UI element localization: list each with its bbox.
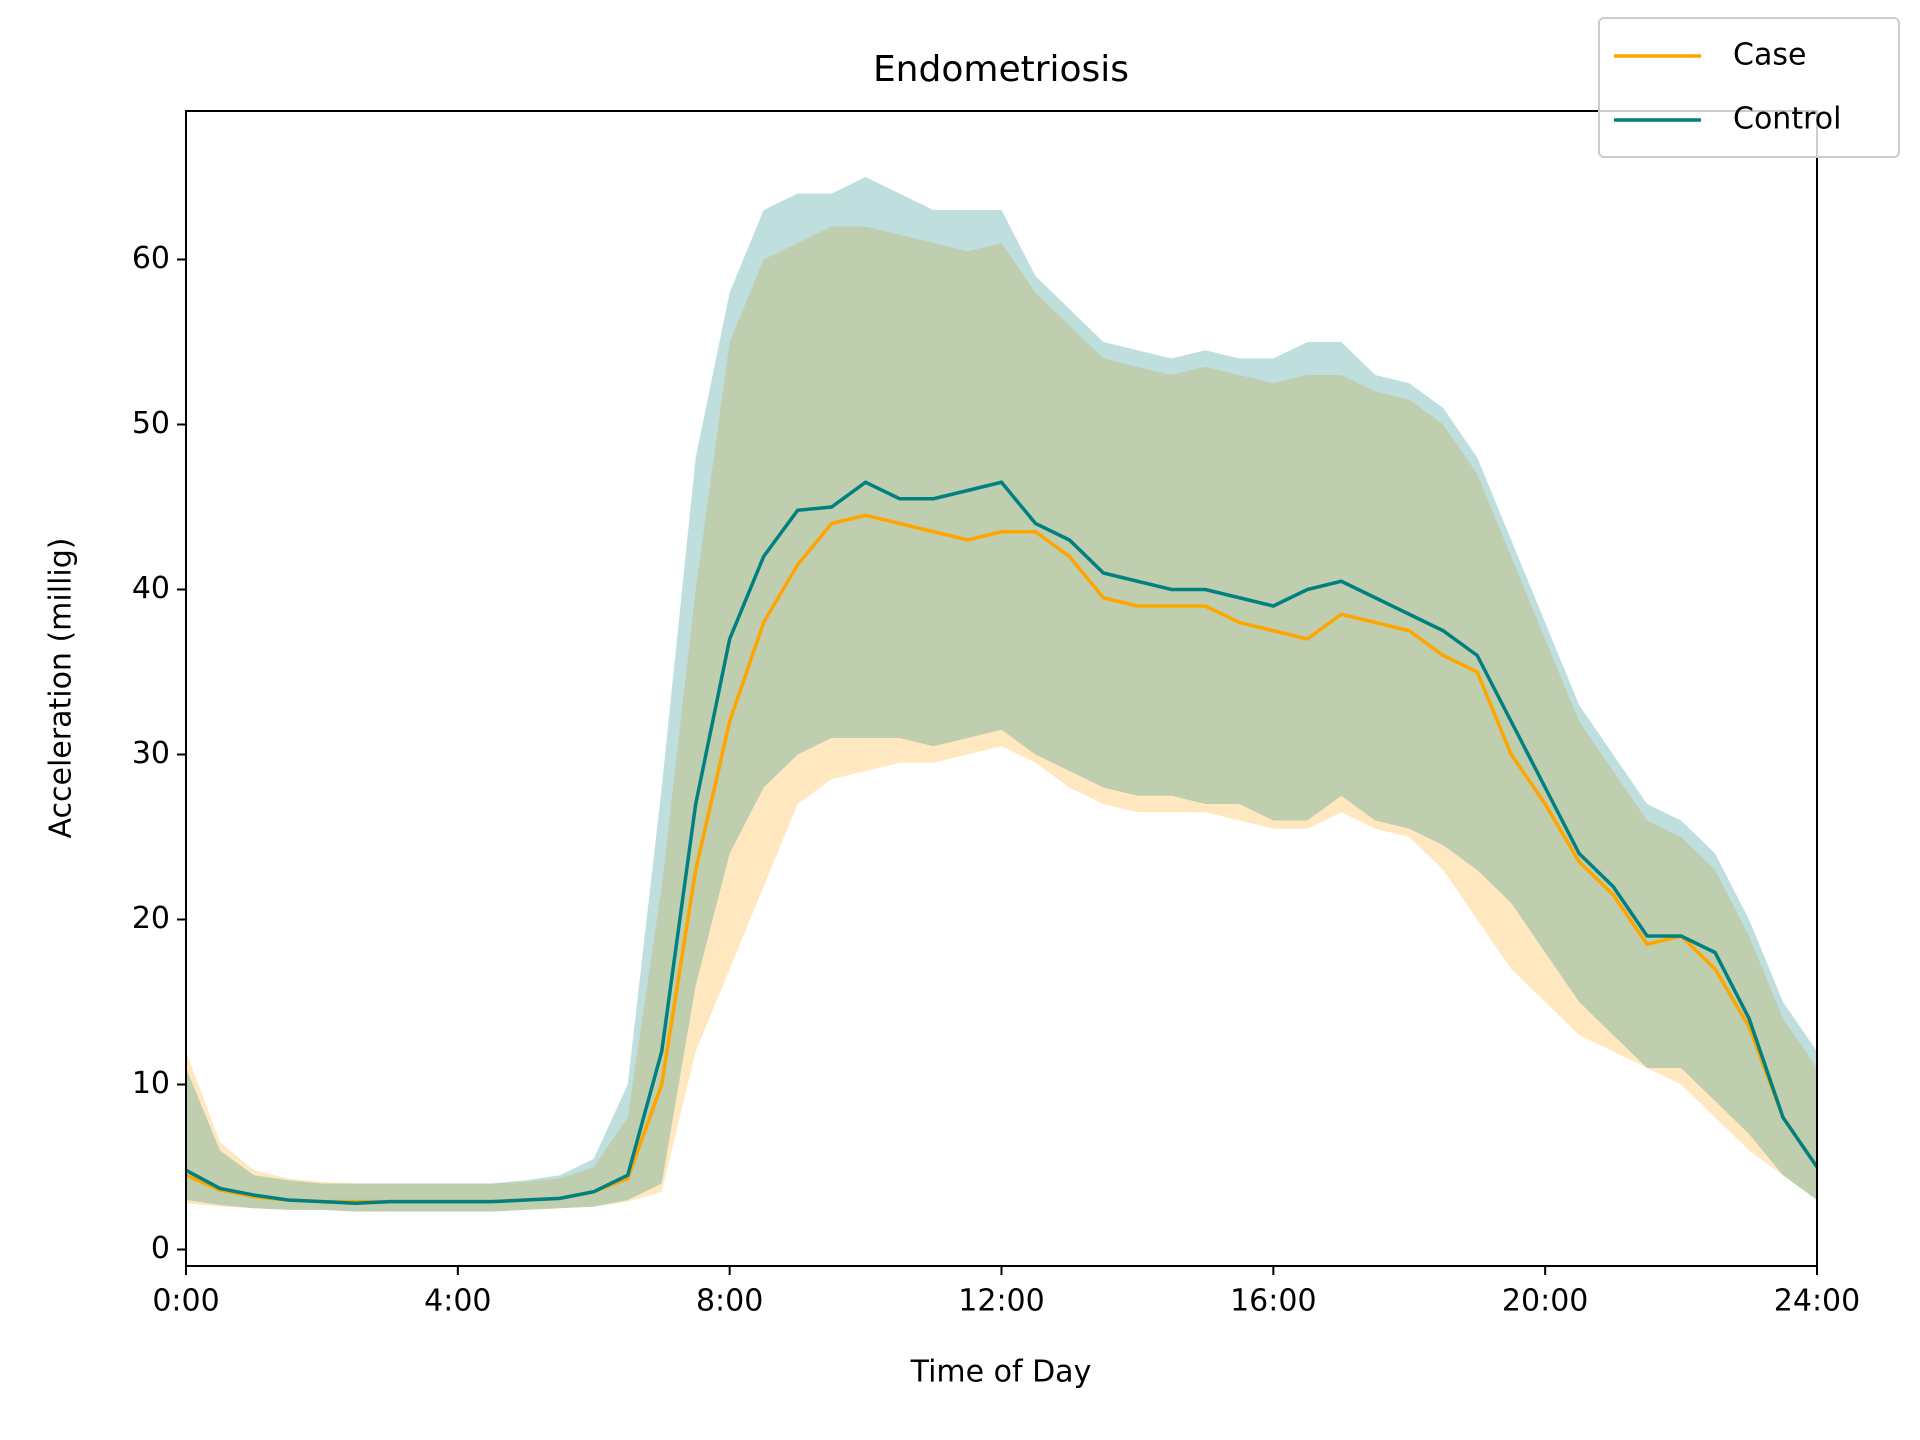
legend: Case Control: [1598, 17, 1900, 158]
legend-box: [1598, 17, 1900, 158]
band: [186, 226, 1817, 1212]
y-tick-label: 50: [132, 406, 170, 441]
y-tick-label: 40: [132, 571, 170, 606]
x-tick-label: 20:00: [1502, 1284, 1588, 1319]
legend-label: Control: [1733, 102, 1841, 137]
x-tick-label: 24:00: [1774, 1284, 1860, 1319]
x-tick-label: 12:00: [958, 1284, 1044, 1319]
legend-label: Case: [1733, 38, 1806, 73]
y-tick-label: 20: [132, 901, 170, 936]
y-tick-label: 0: [151, 1231, 170, 1266]
band: [186, 177, 1817, 1212]
line: [185, 480, 1819, 1206]
y-tick-label: 30: [132, 736, 170, 771]
plot-area: [185, 177, 1819, 1212]
x-axis-label: Time of Day: [910, 1355, 1092, 1390]
y-axis-label: Acceleration (millig): [44, 538, 79, 839]
chart-title: Endometriosis: [873, 49, 1129, 90]
x-tick-label: 8:00: [696, 1284, 763, 1319]
y-tick-label: 10: [132, 1066, 170, 1101]
y-tick-label: 60: [132, 241, 170, 276]
x-tick-label: 16:00: [1230, 1284, 1316, 1319]
x-tick-label: 0:00: [152, 1284, 219, 1319]
x-tick-label: 4:00: [424, 1284, 491, 1319]
